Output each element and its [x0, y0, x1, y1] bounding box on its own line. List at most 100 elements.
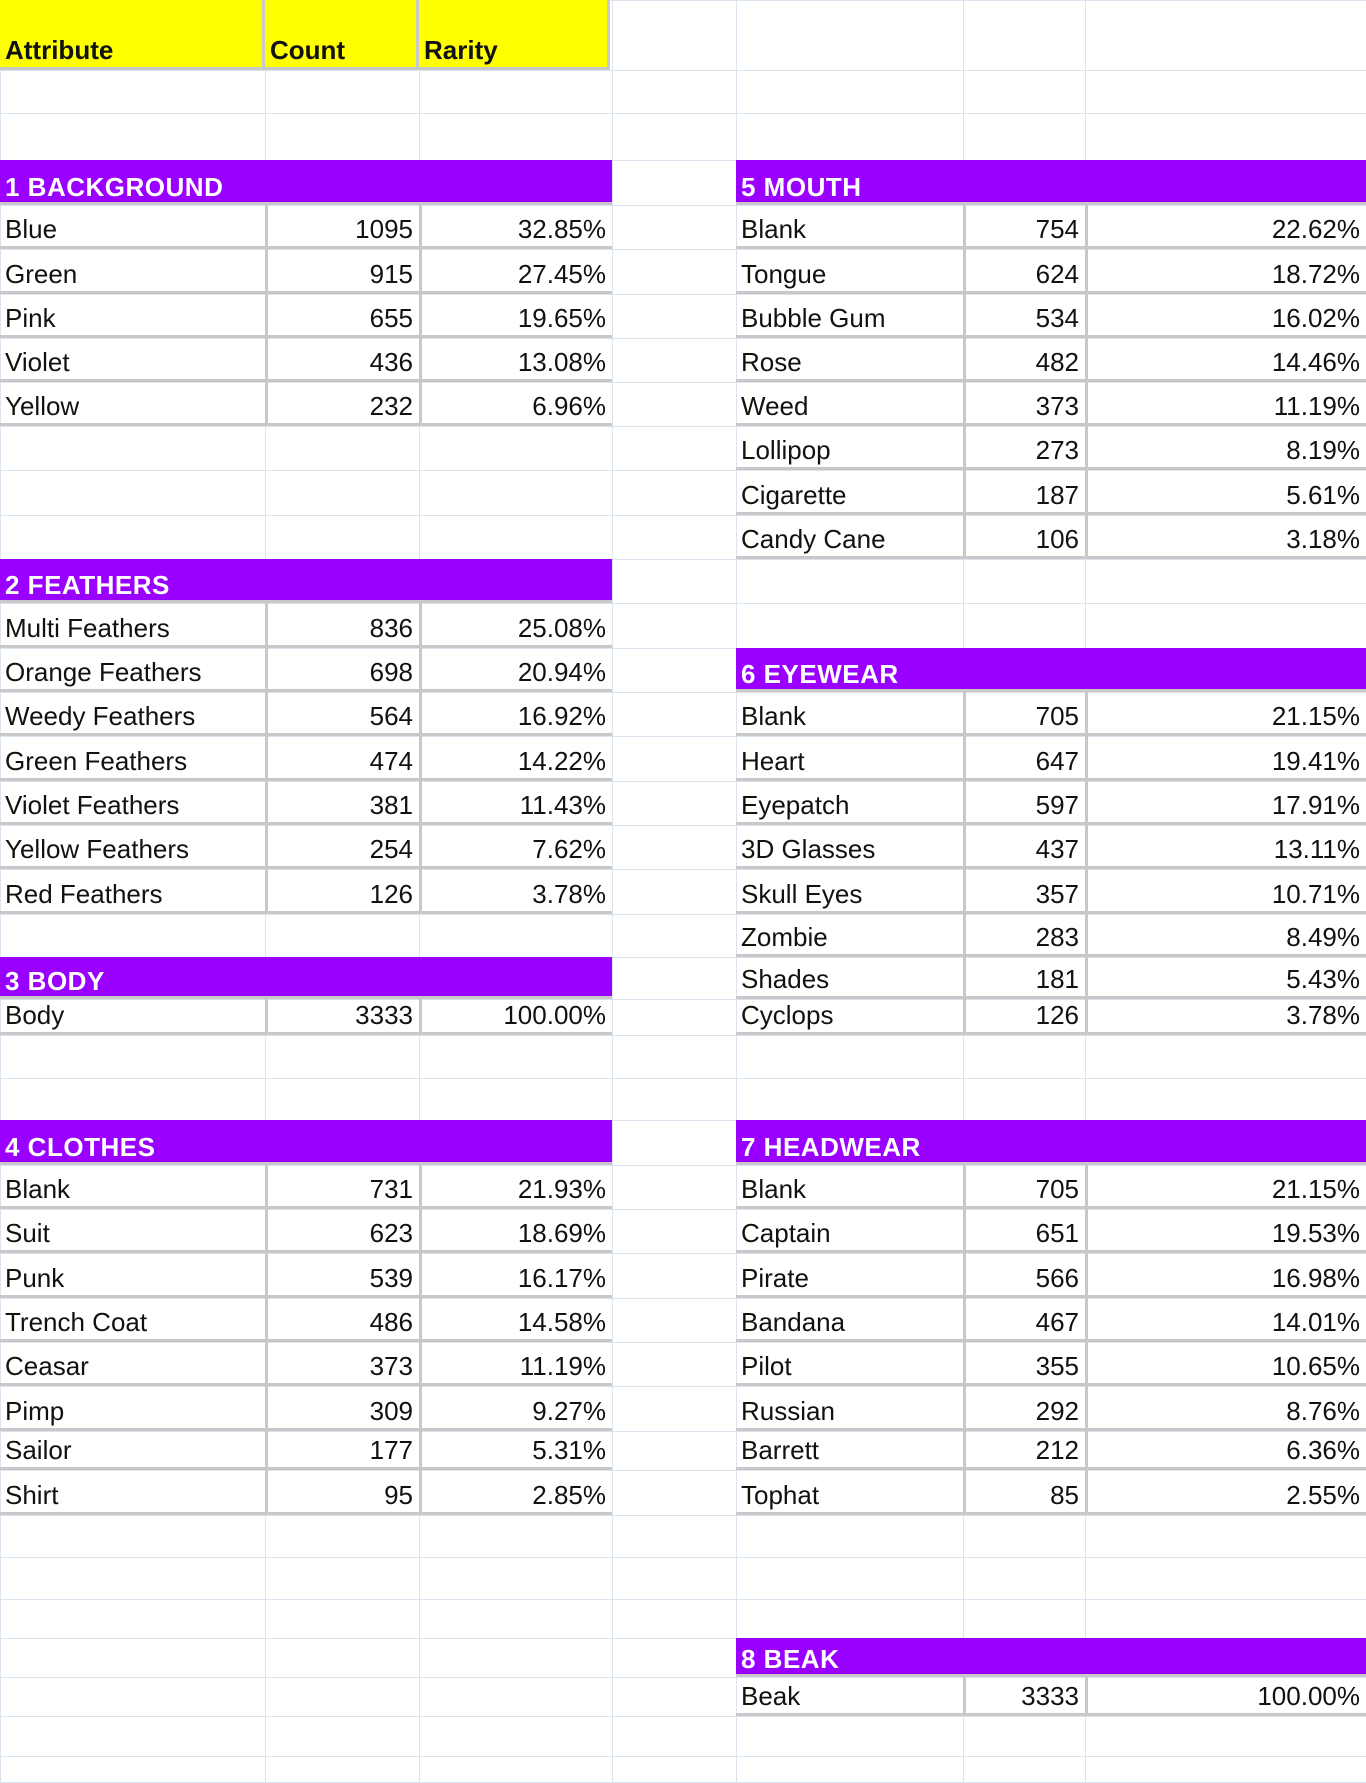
count-cell[interactable]: 283 [963, 914, 1085, 957]
attribute-name-cell[interactable]: Bubble Gum [736, 294, 963, 338]
rarity-cell[interactable]: 19.53% [1085, 1209, 1366, 1253]
attribute-name-cell[interactable]: Heart [736, 736, 963, 781]
rarity-cell[interactable]: 27.45% [419, 249, 612, 294]
attribute-name-cell[interactable]: Russian [736, 1386, 963, 1431]
rarity-cell[interactable]: 7.62% [419, 825, 612, 869]
attribute-name-cell[interactable]: Eyepatch [736, 781, 963, 825]
count-cell[interactable]: 437 [963, 825, 1085, 869]
attribute-name-cell[interactable]: Pink [0, 294, 265, 338]
section-header[interactable]: 7 HEADWEAR [736, 1120, 1366, 1165]
count-cell[interactable]: 647 [963, 736, 1085, 781]
section-header[interactable]: 6 EYEWEAR [736, 648, 1366, 692]
attribute-name-cell[interactable]: Yellow Feathers [0, 825, 265, 869]
rarity-cell[interactable]: 14.22% [419, 736, 612, 781]
rarity-cell[interactable]: 13.11% [1085, 825, 1366, 869]
attribute-name-cell[interactable]: Pimp [0, 1386, 265, 1431]
rarity-cell[interactable]: 19.65% [419, 294, 612, 338]
section-header[interactable]: 3 BODY [0, 957, 612, 999]
attribute-name-cell[interactable]: Tongue [736, 249, 963, 294]
attribute-name-cell[interactable]: Pilot [736, 1342, 963, 1386]
rarity-cell[interactable]: 10.71% [1085, 869, 1366, 914]
count-cell[interactable]: 915 [265, 249, 419, 294]
attribute-name-cell[interactable]: Blank [736, 692, 963, 736]
count-cell[interactable]: 655 [265, 294, 419, 338]
count-cell[interactable]: 731 [265, 1165, 419, 1209]
attribute-name-cell[interactable]: Green Feathers [0, 736, 265, 781]
attribute-name-cell[interactable]: Multi Feathers [0, 603, 265, 648]
attribute-name-cell[interactable]: Cyclops [736, 999, 963, 1035]
section-header[interactable]: 2 FEATHERS [0, 559, 612, 603]
attribute-name-cell[interactable]: Red Feathers [0, 869, 265, 914]
count-cell[interactable]: 212 [963, 1431, 1085, 1470]
attribute-name-cell[interactable]: Body [0, 999, 265, 1035]
count-cell[interactable]: 3333 [265, 999, 419, 1035]
attribute-name-cell[interactable]: Trench Coat [0, 1298, 265, 1342]
attribute-name-cell[interactable]: Punk [0, 1253, 265, 1298]
rarity-cell[interactable]: 3.78% [1085, 999, 1366, 1035]
count-cell[interactable]: 705 [963, 692, 1085, 736]
count-cell[interactable]: 273 [963, 426, 1085, 470]
rarity-cell[interactable]: 18.72% [1085, 249, 1366, 294]
count-cell[interactable]: 539 [265, 1253, 419, 1298]
rarity-cell[interactable]: 22.62% [1085, 205, 1366, 249]
rarity-cell[interactable]: 8.49% [1085, 914, 1366, 957]
rarity-cell[interactable]: 2.55% [1085, 1470, 1366, 1515]
attribute-name-cell[interactable]: Weedy Feathers [0, 692, 265, 736]
count-cell[interactable]: 564 [265, 692, 419, 736]
count-cell[interactable]: 232 [265, 382, 419, 426]
rarity-cell[interactable]: 14.01% [1085, 1298, 1366, 1342]
attribute-name-cell[interactable]: Green [0, 249, 265, 294]
rarity-cell[interactable]: 6.96% [419, 382, 612, 426]
section-header[interactable]: 5 MOUTH [736, 160, 1366, 205]
attribute-name-cell[interactable]: Sailor [0, 1431, 265, 1470]
rarity-cell[interactable]: 14.58% [419, 1298, 612, 1342]
count-cell[interactable]: 754 [963, 205, 1085, 249]
count-cell[interactable]: 436 [265, 338, 419, 382]
count-cell[interactable]: 3333 [963, 1677, 1085, 1716]
rarity-cell[interactable]: 11.43% [419, 781, 612, 825]
count-cell[interactable]: 373 [265, 1342, 419, 1386]
attribute-name-cell[interactable]: Zombie [736, 914, 963, 957]
count-cell[interactable]: 126 [963, 999, 1085, 1035]
rarity-cell[interactable]: 25.08% [419, 603, 612, 648]
rarity-cell[interactable]: 32.85% [419, 205, 612, 249]
rarity-cell[interactable]: 16.02% [1085, 294, 1366, 338]
rarity-cell[interactable]: 10.65% [1085, 1342, 1366, 1386]
rarity-cell[interactable]: 9.27% [419, 1386, 612, 1431]
attribute-name-cell[interactable]: Shades [736, 957, 963, 999]
count-cell[interactable]: 187 [963, 470, 1085, 515]
section-header[interactable]: 4 CLOTHES [0, 1120, 612, 1165]
header-count[interactable]: Count [265, 0, 419, 70]
attribute-name-cell[interactable]: Bandana [736, 1298, 963, 1342]
rarity-cell[interactable]: 5.61% [1085, 470, 1366, 515]
attribute-name-cell[interactable]: Candy Cane [736, 515, 963, 559]
attribute-name-cell[interactable]: Orange Feathers [0, 648, 265, 692]
rarity-cell[interactable]: 16.98% [1085, 1253, 1366, 1298]
rarity-cell[interactable]: 17.91% [1085, 781, 1366, 825]
rarity-cell[interactable]: 16.17% [419, 1253, 612, 1298]
rarity-cell[interactable]: 18.69% [419, 1209, 612, 1253]
attribute-name-cell[interactable]: Beak [736, 1677, 963, 1716]
rarity-cell[interactable]: 14.46% [1085, 338, 1366, 382]
rarity-cell[interactable]: 8.19% [1085, 426, 1366, 470]
attribute-name-cell[interactable]: Blank [736, 205, 963, 249]
count-cell[interactable]: 482 [963, 338, 1085, 382]
rarity-cell[interactable]: 16.92% [419, 692, 612, 736]
count-cell[interactable]: 698 [265, 648, 419, 692]
rarity-cell[interactable]: 21.93% [419, 1165, 612, 1209]
count-cell[interactable]: 95 [265, 1470, 419, 1515]
count-cell[interactable]: 85 [963, 1470, 1085, 1515]
count-cell[interactable]: 254 [265, 825, 419, 869]
count-cell[interactable]: 309 [265, 1386, 419, 1431]
header-attribute[interactable]: Attribute [0, 0, 265, 70]
count-cell[interactable]: 106 [963, 515, 1085, 559]
count-cell[interactable]: 181 [963, 957, 1085, 999]
attribute-name-cell[interactable]: Blank [736, 1165, 963, 1209]
rarity-cell[interactable]: 21.15% [1085, 692, 1366, 736]
count-cell[interactable]: 357 [963, 869, 1085, 914]
rarity-cell[interactable]: 21.15% [1085, 1165, 1366, 1209]
count-cell[interactable]: 474 [265, 736, 419, 781]
attribute-name-cell[interactable]: Lollipop [736, 426, 963, 470]
attribute-name-cell[interactable]: Barrett [736, 1431, 963, 1470]
count-cell[interactable]: 373 [963, 382, 1085, 426]
